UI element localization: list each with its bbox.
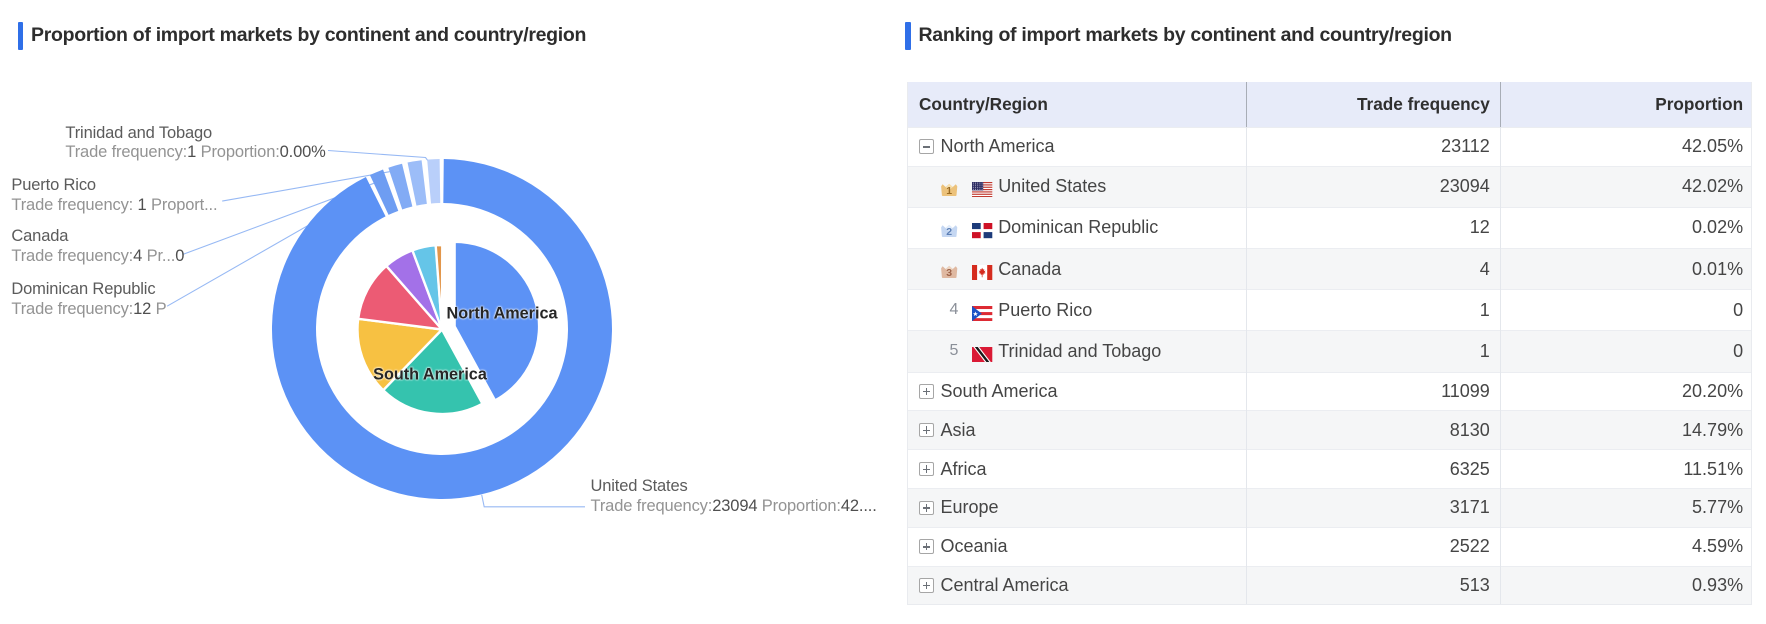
svg-text:3: 3 xyxy=(946,268,952,279)
svg-text:2: 2 xyxy=(946,227,952,238)
svg-text:1: 1 xyxy=(946,186,952,197)
